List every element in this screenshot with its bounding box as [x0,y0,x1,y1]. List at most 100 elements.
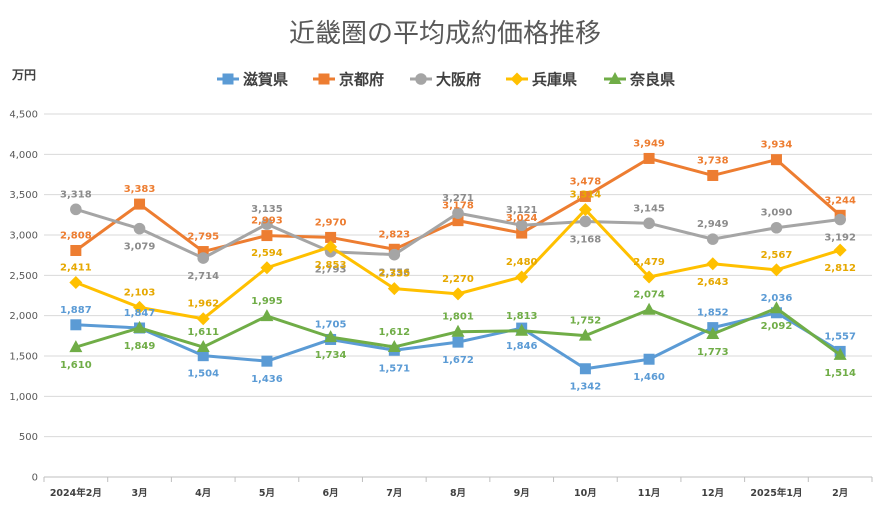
data-point [833,347,847,360]
series-1 [70,152,846,258]
legend-label: 大阪府 [436,71,481,89]
data-point [133,222,146,235]
data-point [643,353,655,365]
data-point [706,257,720,271]
data-point [260,309,274,322]
data-point [452,207,464,219]
data-label: 1,342 [570,382,602,393]
series-2 [70,203,846,264]
data-label: 1,460 [633,372,665,383]
data-label: 2,480 [506,257,538,268]
data-point [324,330,338,343]
data-label: 3,024 [506,213,538,224]
data-label: 3,244 [824,195,856,206]
data-label: 3,478 [570,176,602,187]
data-label: 2,812 [824,263,856,274]
y-tick-label: 1,000 [9,392,38,403]
y-tick-label: 2,500 [9,271,38,282]
data-point [261,218,273,230]
legend-item-0: 滋賀県 [217,71,288,89]
data-label: 1,705 [315,319,347,330]
data-point [833,243,847,257]
data-point [707,169,719,181]
x-tick-label: 11月 [638,488,661,499]
y-tick-label: 4,500 [9,110,38,121]
legend-swatch-marker [608,72,622,84]
data-label: 2,808 [60,230,92,241]
data-label: 3,318 [60,189,92,200]
data-label: 1,610 [60,360,92,371]
data-label: 3,738 [697,155,729,166]
y-tick-label: 1,500 [9,352,38,363]
legend-item-2: 大阪府 [410,71,481,89]
data-label: 3,135 [251,204,283,215]
data-point [579,190,591,202]
x-tick-label: 6月 [323,488,339,499]
x-tick-label: 7月 [386,488,402,499]
data-label: 2,970 [315,217,347,228]
data-label: 1,773 [697,347,729,358]
y-axis-unit: 万円 [11,68,36,82]
data-point [70,203,82,216]
data-label: 1,801 [442,312,474,323]
series-layer [69,152,847,375]
data-point [134,198,146,210]
x-tick-label: 2025年1月 [750,487,802,499]
data-point [387,339,401,352]
data-point [261,355,273,367]
data-point [197,350,209,362]
data-label: 3,949 [633,138,665,149]
data-label: 2,793 [315,265,347,276]
data-label: 2,335 [378,269,410,280]
data-label: 1,571 [378,363,410,374]
data-point [197,252,210,264]
data-point [642,302,656,315]
series-4 [69,301,847,360]
data-point [133,320,147,333]
chart-title: 近畿圏の平均成約価格推移 [289,19,601,49]
x-tick-label: 2月 [832,488,848,499]
legend-swatch-marker [222,73,234,85]
data-point [260,261,274,275]
data-point [770,221,783,234]
data-label: 2,092 [761,321,793,332]
data-label: 2,270 [442,274,474,285]
data-point [769,263,783,277]
x-tick-label: 9月 [514,488,530,499]
data-label: 2,567 [761,250,793,261]
data-label: 1,813 [506,311,538,322]
data-label: 3,271 [442,193,474,204]
data-point [196,340,210,353]
data-point [642,270,656,284]
data-point [643,217,655,230]
series-3 [69,203,847,326]
data-label: 2,643 [697,277,729,288]
data-label: 2,036 [761,293,793,304]
data-label: 3,383 [124,184,156,195]
data-label: 1,504 [187,369,219,380]
data-label: 2,993 [251,216,283,227]
data-point [578,328,592,341]
x-tick-label: 2024年2月 [50,487,102,499]
y-tick-label: 0 [32,473,38,484]
y-axis-ticks: 0 500 1,000 1,500 2,000 2,500 3,000 3,500 4,000 4… [9,110,38,484]
data-label: 2,411 [60,263,92,274]
data-label: 1,752 [570,316,602,327]
data-label: 3,192 [824,233,856,244]
data-point [452,215,464,227]
legend-item-3: 兵庫県 [506,71,577,89]
data-point [452,336,464,348]
data-point [325,231,337,243]
data-point [197,246,209,258]
data-label: 1,846 [506,341,538,352]
data-label: 1,514 [824,368,856,379]
data-label: 2,714 [187,271,219,282]
x-axis-ticks: 2024年2月 3月 4月 5月 6月 7月 8月 9月 10月 11月 12月 2025年1月 2月 [43,477,873,499]
data-label: 3,145 [633,203,665,214]
data-point [70,244,82,256]
data-label: 1,734 [315,350,347,361]
data-label: 2,074 [633,290,665,301]
y-tick-label: 3,500 [9,190,38,201]
legend-item-1: 京都府 [313,71,384,89]
